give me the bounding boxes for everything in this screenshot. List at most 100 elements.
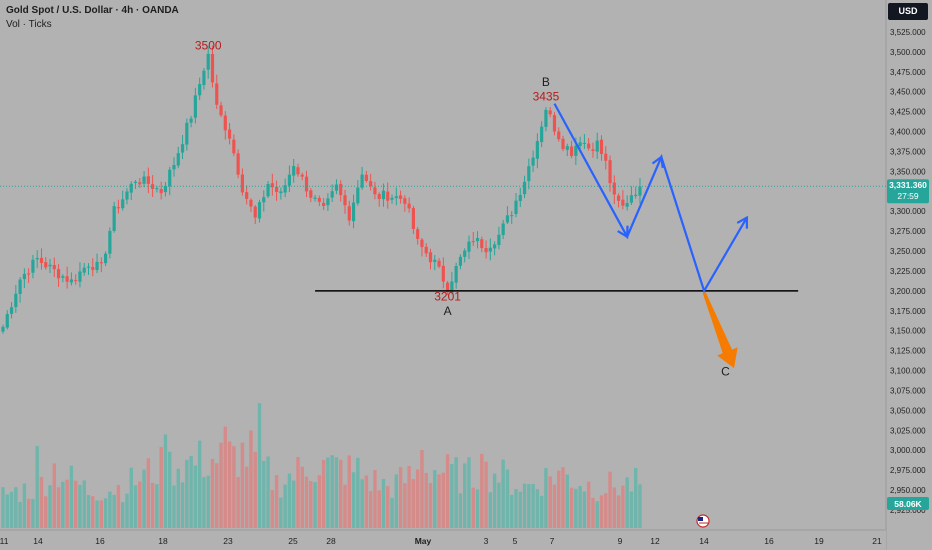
- candle-body: [497, 234, 501, 245]
- candle-body: [91, 267, 95, 270]
- candle-body: [86, 266, 91, 268]
- volume-bar: [458, 493, 463, 528]
- volume-bar: [309, 480, 313, 528]
- volume-bar: [321, 459, 326, 528]
- volume-bar: [326, 457, 330, 528]
- price-tick-label: 3,525.000: [890, 28, 926, 37]
- candle-body: [420, 239, 424, 248]
- price-tick-label: 2,950.000: [890, 486, 926, 495]
- volume-bar: [283, 484, 287, 528]
- candle-body: [172, 165, 176, 170]
- volume-bar: [168, 451, 172, 528]
- candle-body: [18, 279, 22, 294]
- candle-body: [484, 248, 488, 253]
- candle-body: [625, 203, 629, 207]
- volume-bar: [557, 470, 561, 528]
- candle-body: [193, 95, 197, 118]
- volume-bar: [249, 430, 253, 528]
- candle-body: [104, 253, 108, 264]
- volume-bar: [206, 475, 210, 528]
- candle-body: [146, 176, 150, 184]
- price-tick-labels: 3,550.0003,525.0003,500.0003,475.0003,45…: [890, 8, 926, 515]
- candle-body: [373, 187, 377, 195]
- volume-bar: [437, 474, 441, 528]
- volume-bar: [39, 476, 44, 528]
- candle-body: [215, 83, 219, 105]
- currency-button[interactable]: USD: [888, 3, 928, 20]
- volume-bar: [1, 487, 5, 528]
- candle-body: [151, 184, 155, 189]
- volume-bar: [364, 475, 369, 528]
- volume-bar: [497, 482, 501, 528]
- candle-body: [351, 202, 356, 222]
- volume-bar: [99, 500, 104, 528]
- volume-bar: [561, 467, 565, 528]
- candle-body: [326, 198, 330, 206]
- volume-bar: [441, 472, 446, 528]
- volume-bar: [334, 457, 339, 528]
- candle-body: [501, 223, 505, 235]
- time-tick-label: 14: [699, 536, 709, 546]
- candle-body: [112, 206, 116, 231]
- candle-body: [458, 256, 463, 266]
- price-tick-label: 2,975.000: [890, 466, 926, 475]
- volume-bar: [31, 498, 35, 528]
- volume-bar: [398, 467, 403, 528]
- time-tick-label: 16: [95, 536, 105, 546]
- target-arrow[interactable]: [702, 291, 738, 369]
- volume-bar: [150, 482, 155, 528]
- volume-bar: [471, 487, 475, 528]
- volume-bar: [604, 493, 608, 528]
- volume-bar: [193, 465, 198, 528]
- candle-body: [364, 174, 368, 182]
- volume-bar: [514, 489, 518, 528]
- volume-bar: [621, 485, 625, 528]
- volume-bar: [407, 466, 411, 528]
- candle-body: [540, 126, 544, 143]
- time-tick-label: 23: [223, 536, 233, 546]
- volume-bar: [155, 484, 159, 528]
- time-tick-label: 3: [484, 536, 489, 546]
- price-tick-label: 3,375.000: [890, 147, 926, 156]
- candle-body: [163, 185, 168, 193]
- volume-bar: [108, 491, 112, 528]
- event-flag-canton: [698, 517, 703, 521]
- volume-bar: [244, 466, 249, 528]
- candle-body: [61, 276, 65, 278]
- candle-body: [347, 206, 351, 221]
- time-tick-label: 19: [814, 536, 824, 546]
- candle-body: [159, 188, 163, 194]
- volume-bar: [539, 495, 544, 528]
- candle-body: [634, 194, 638, 196]
- price-badge-value: 3,331.360: [889, 180, 927, 190]
- target-arrow-shape[interactable]: [702, 291, 738, 369]
- candle-body: [253, 206, 257, 218]
- candle-body: [116, 207, 121, 209]
- candle-body: [446, 282, 450, 293]
- volume-bar: [227, 441, 232, 528]
- volume-bar: [330, 455, 334, 528]
- indicator-label: Vol · Ticks: [6, 19, 52, 30]
- volume-bar: [300, 466, 304, 528]
- volume-bar: [616, 495, 621, 528]
- volume-bar: [180, 482, 185, 528]
- annotation-label: 3500: [195, 38, 222, 52]
- volume-bar: [480, 453, 484, 528]
- volume-bar: [65, 479, 69, 528]
- volume-bar: [510, 494, 514, 528]
- candle-body: [287, 174, 292, 186]
- price-tick-label: 3,350.000: [890, 167, 926, 176]
- volume-bar: [368, 491, 373, 528]
- price-tick-label: 3,450.000: [890, 88, 926, 97]
- candle-body: [386, 191, 390, 201]
- candle-body: [360, 174, 364, 188]
- volume-bar: [73, 480, 78, 528]
- volume-bar: [163, 434, 168, 528]
- us-flag-event[interactable]: [696, 514, 710, 528]
- volume-bar: [253, 451, 257, 528]
- volume-bar: [381, 478, 386, 528]
- volume-bar: [552, 484, 557, 528]
- candle-body: [407, 203, 411, 209]
- candle-body: [578, 142, 582, 146]
